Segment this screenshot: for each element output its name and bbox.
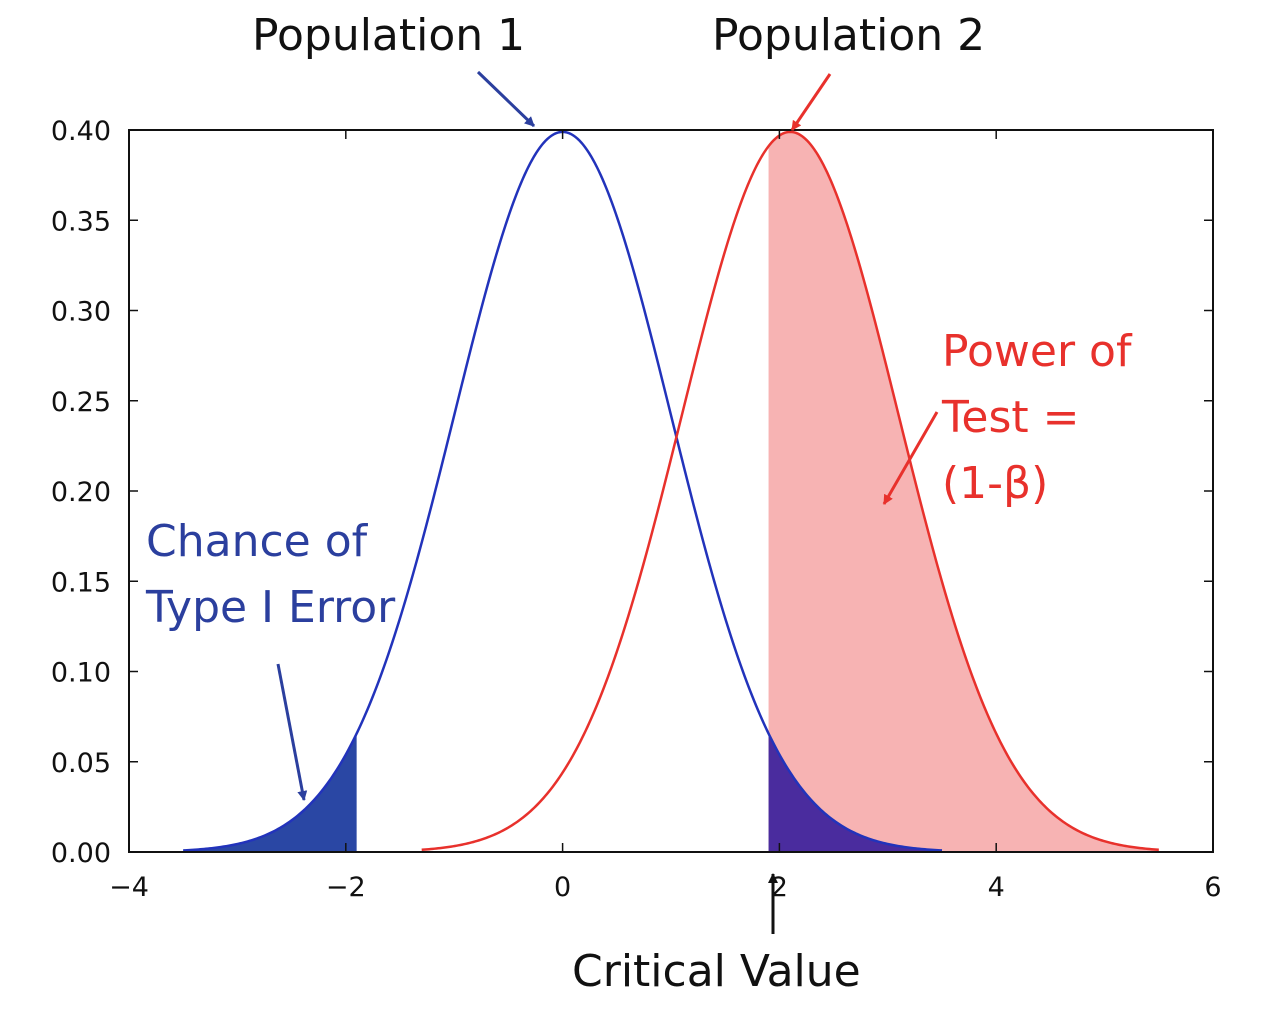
y-tick-label: 0.05	[51, 748, 111, 779]
shaded-region-0	[183, 733, 357, 852]
x-tick-label: 6	[1204, 872, 1221, 903]
x-tick-label: −4	[109, 872, 149, 903]
type-i-error-label-line2: Type I Error	[145, 582, 396, 633]
x-tick-label: −2	[326, 872, 366, 903]
population-1-arrow	[476, 70, 536, 128]
population-2-label: Population 2	[712, 10, 985, 61]
shaded-region-1	[768, 131, 1159, 852]
x-tick-label: 0	[554, 872, 571, 903]
y-tick-label: 0.00	[51, 838, 111, 869]
x-tick-label: 4	[988, 872, 1005, 903]
y-tick-label: 0.15	[51, 567, 111, 598]
y-axis: 0.00 0.05 0.10 0.15 0.20 0.25 0.30 0.35 0.40	[51, 116, 1213, 869]
population-2-arrow	[790, 73, 832, 131]
power-arrow	[882, 411, 939, 505]
type-i-error-arrow	[276, 663, 308, 801]
power-label-line3: (1-β)	[942, 458, 1048, 509]
plot-frame	[128, 129, 1214, 853]
critical-value-label: Critical Value	[572, 946, 861, 997]
type-i-error-label-line1: Chance of	[146, 516, 369, 567]
y-tick-label: 0.20	[51, 477, 111, 508]
y-tick-label: 0.25	[51, 387, 111, 418]
power-label-line2: Test =	[941, 392, 1080, 443]
y-tick-label: 0.35	[51, 206, 111, 237]
y-tick-label: 0.10	[51, 658, 111, 689]
population-1-label: Population 1	[252, 10, 525, 61]
power-label-line1: Power of	[942, 326, 1133, 377]
series-1-line	[421, 130, 1159, 852]
shaded-region-2	[768, 733, 942, 852]
x-axis: −4 −2 0 2 4 6	[109, 130, 1222, 903]
y-tick-label: 0.40	[51, 116, 111, 147]
y-tick-label: 0.30	[51, 297, 111, 328]
shaded-regions	[183, 131, 1159, 852]
